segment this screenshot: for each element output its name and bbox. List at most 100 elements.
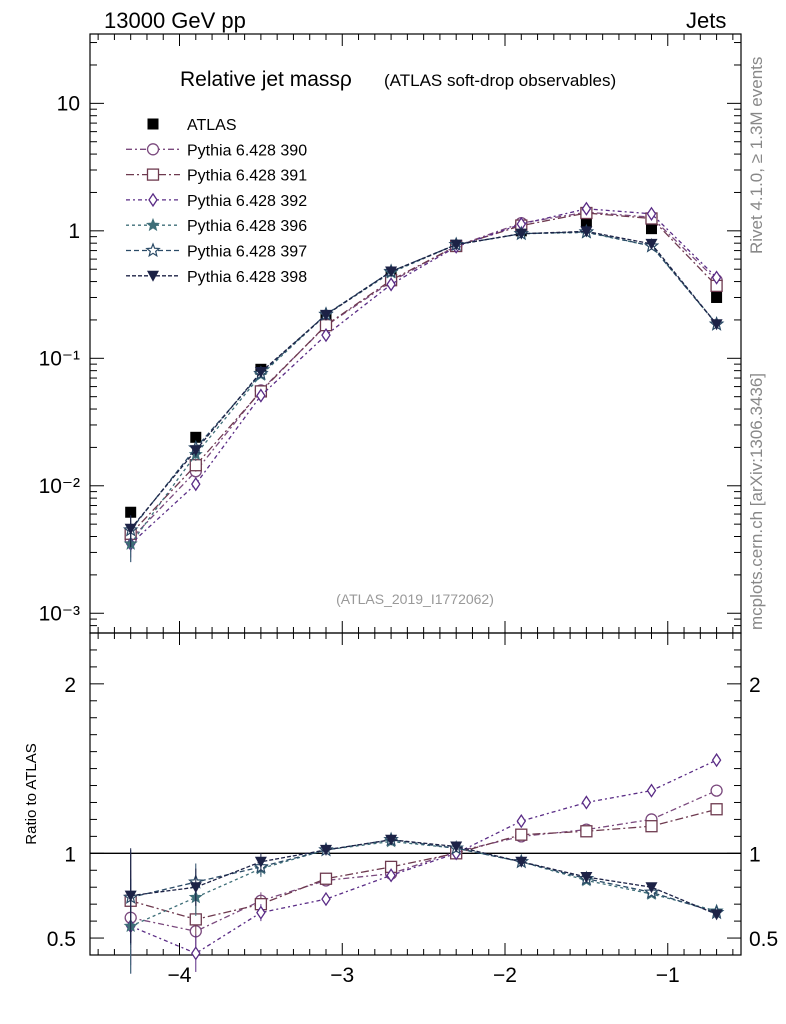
ratio-point — [321, 891, 331, 907]
legend-entry: Pythia 6.428 396 — [126, 217, 307, 235]
ratio-point — [319, 872, 333, 885]
ratio-point — [385, 834, 398, 846]
series-line — [130, 211, 718, 540]
data-point — [256, 388, 266, 403]
ratio-line — [130, 808, 717, 921]
ratio-point — [711, 752, 722, 768]
ratio-point — [386, 868, 396, 883]
x-tick-label: −1 — [656, 964, 680, 987]
ratio-line — [130, 759, 717, 955]
legend-marker — [146, 143, 160, 156]
data-point — [190, 431, 202, 443]
y-tick-label: 1 — [68, 220, 80, 243]
legend-label: Pythia 6.428 398 — [187, 269, 307, 286]
ratio-point — [319, 844, 332, 856]
ratio-point — [710, 803, 723, 816]
ratio-tick-label: 1 — [64, 843, 76, 866]
data-point — [254, 367, 267, 379]
series-p390 — [124, 206, 723, 966]
ratio-line — [130, 790, 717, 932]
ratio-point — [515, 856, 528, 868]
ratio-point — [189, 882, 202, 894]
ratio-tick-label: 2 — [64, 674, 76, 697]
legend-entry: Pythia 6.428 392 — [126, 192, 307, 210]
data-point — [189, 459, 202, 472]
ratio-point — [254, 856, 267, 868]
header-left: 13000 GeV pp — [104, 8, 246, 33]
ratio-tick-label: 1 — [749, 843, 761, 866]
ratio-line — [130, 839, 717, 915]
data-point — [450, 239, 463, 251]
data-point — [645, 223, 657, 235]
data-point — [124, 523, 137, 535]
ratio-ylabel: Ratio to ATLAS — [23, 743, 40, 844]
ratio-tick-label: 2 — [749, 674, 761, 697]
ratio-point — [516, 813, 527, 829]
ratio-line — [130, 839, 717, 914]
data-point — [191, 476, 201, 492]
data-point — [386, 277, 396, 292]
legend-label: Pythia 6.428 391 — [187, 168, 307, 185]
series-line — [130, 208, 718, 545]
ratio-point — [710, 909, 723, 921]
x-tick-label: −4 — [168, 964, 192, 987]
data-point — [515, 228, 528, 240]
legend-marker — [148, 192, 158, 208]
y-tick-label: 10⁻¹ — [39, 347, 80, 370]
x-tick-label: −3 — [330, 964, 354, 987]
legend-entry: ATLAS — [147, 117, 237, 134]
ratio-point — [645, 882, 658, 894]
legend-entry: Pythia 6.428 397 — [126, 242, 307, 261]
chart-subtitle: (ATLAS soft-drop observables) — [384, 71, 616, 90]
data-point — [580, 226, 593, 238]
data-point — [645, 238, 658, 250]
legend-marker — [146, 168, 160, 181]
ratio-point — [710, 784, 723, 797]
ratio-point — [256, 905, 266, 920]
series-p391 — [124, 206, 723, 949]
ratio-line — [130, 840, 717, 927]
legend-label: Pythia 6.428 392 — [187, 193, 307, 210]
data-point — [321, 327, 331, 343]
legend-entry: Pythia 6.428 398 — [126, 269, 307, 286]
data-point — [125, 506, 137, 518]
ratio-tick-label: 0.5 — [47, 928, 76, 951]
ratio-point — [645, 820, 658, 833]
legend-label: ATLAS — [187, 117, 237, 134]
watermark: (ATLAS_2019_I1772062) — [336, 591, 494, 607]
legend-marker — [145, 242, 161, 258]
data-point — [385, 266, 398, 278]
series-p397 — [122, 223, 725, 945]
series-line — [130, 230, 718, 530]
data-point — [189, 445, 202, 457]
ratio-point — [580, 825, 593, 838]
data-point — [711, 291, 723, 303]
series-p392 — [125, 201, 722, 974]
ratio-point — [646, 783, 657, 798]
legend-entry: Pythia 6.428 390 — [126, 142, 307, 159]
data-point — [580, 216, 592, 228]
legend-entry: Pythia 6.428 391 — [126, 168, 307, 185]
data-point — [711, 270, 722, 285]
ratio-point — [580, 872, 593, 884]
ratio-point — [581, 795, 592, 810]
legend-label: Pythia 6.428 396 — [187, 218, 307, 235]
chart-title: Relative jet massρ — [180, 68, 352, 91]
legend-marker — [146, 217, 160, 232]
ratio-tick-label: 0.5 — [749, 928, 778, 951]
x-tick-label: −2 — [493, 964, 517, 987]
data-point — [710, 319, 723, 331]
legend-marker — [147, 270, 159, 282]
y-tick-label: 10 — [57, 92, 80, 115]
series-line — [130, 212, 718, 535]
ratio-point — [124, 890, 137, 902]
legend-label: Pythia 6.428 390 — [187, 142, 307, 159]
series-ATLAS — [125, 216, 723, 518]
data-point — [581, 201, 592, 216]
series-p398 — [124, 226, 723, 944]
ratio-point — [515, 828, 528, 841]
header-right: Jets — [686, 8, 727, 33]
ratio-point — [191, 946, 201, 961]
ratio-point — [450, 841, 463, 853]
